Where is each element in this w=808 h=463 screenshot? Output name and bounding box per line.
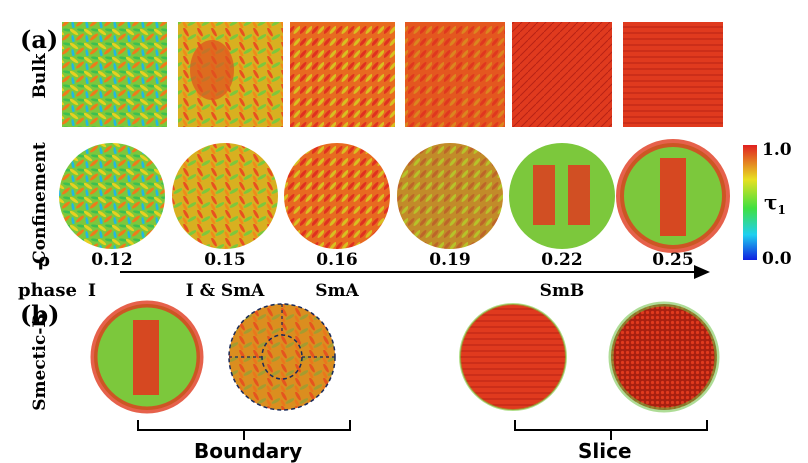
rho-value: 0.25 [652, 250, 694, 270]
rho-label: ρ [38, 250, 50, 271]
rho-value: 0.12 [91, 250, 133, 270]
boundary-label: Boundary [194, 439, 303, 463]
colorbar-subscript: 1 [777, 203, 786, 217]
colorbar-min-label: 0.0 [762, 249, 792, 269]
confinement-sphere-1 [59, 143, 165, 249]
phase-value: SmB [539, 281, 585, 301]
b-sphere-4 [611, 304, 717, 410]
bulk-square-3 [290, 22, 395, 127]
colorbar-symbol: τ [764, 190, 778, 214]
confinement-sphere-5 [509, 143, 615, 249]
colorbar-max-label: 1.0 [762, 140, 792, 160]
confinement-sphere-4 [397, 143, 503, 249]
phase-value: I [88, 281, 96, 301]
colorbar [743, 145, 757, 260]
b-sphere-3 [460, 304, 566, 410]
bulk-square-1 [62, 22, 167, 127]
bulk-square-6 [623, 22, 723, 127]
rho-value: 0.22 [541, 250, 583, 270]
colorbar-title: τ1 [764, 190, 786, 217]
panel-b-spheres [90, 300, 720, 414]
slice-label: Slice [578, 439, 632, 463]
bulk-square-5 [512, 22, 612, 127]
phase-label: phase [18, 280, 77, 301]
phase-value: I & SmA [185, 281, 265, 301]
panel-label-a: (a) [20, 25, 59, 54]
rho-axis-arrow [120, 265, 710, 279]
bulk-row [62, 22, 723, 127]
b-brackets [137, 420, 708, 440]
confinement-sphere-2 [172, 143, 278, 249]
row-label-smectic-b: Smectic-B [30, 313, 50, 411]
panel-label-b: (b) [20, 300, 60, 329]
bulk-square-4 [405, 22, 505, 127]
confinement-sphere-3 [284, 143, 390, 249]
rho-value: 0.16 [316, 250, 358, 270]
rho-value: 0.15 [204, 250, 246, 270]
confinement-row [59, 139, 730, 253]
phase-value: SmA [315, 281, 359, 301]
rho-value: 0.19 [429, 250, 471, 270]
